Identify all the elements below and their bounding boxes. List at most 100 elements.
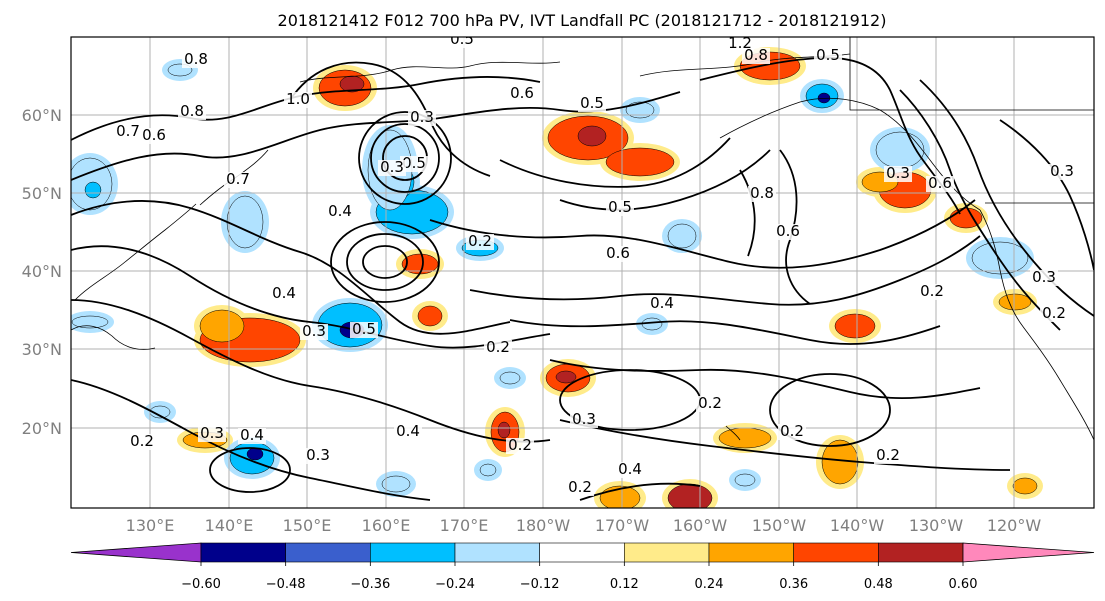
figure-title: 2018121412 F012 700 hPa PV, IVT Landfall… [278,11,887,30]
contour-label-bg [198,426,226,442]
contour-label-bg [408,110,436,126]
contour-value-label: 0.3 [306,446,330,464]
colorbar-segment [285,542,371,563]
contour-label-bg [448,37,476,48]
colorbar-tick-label: −0.12 [520,577,560,592]
longitude-tick-label: 140°W [830,516,885,535]
contour-label-bg [814,48,842,64]
contour-value-label: 0.2 [508,436,532,454]
contour-value-label: 0.3 [1032,268,1056,286]
contour-label-bg [742,48,770,64]
colorbar-tick-label: 0.12 [610,577,639,592]
colorbar-segment [878,542,964,563]
pv-contour [999,119,1094,271]
contour-label-bg [484,340,512,356]
longitude-tick-label: 120°W [987,516,1042,535]
negative-anomaly-area [71,315,109,329]
contour-label-bg [884,166,912,182]
contour-label-bg [238,428,266,444]
latitude-tick-label: 40°N [22,262,62,281]
pv-contour [899,89,1061,331]
contour-label-bg [748,186,776,202]
coastline-siberia [299,61,561,83]
contour-label-bg [270,286,298,302]
contour-value-label: 0.5 [402,154,426,172]
pv-contour [429,199,976,269]
longitude-tick-label: 150°E [283,516,332,535]
positive-anomaly-area [998,293,1032,311]
contour-label-bg [578,96,606,112]
contour-value-label: 0.5 [816,46,840,64]
pv-contour-closed [346,233,424,291]
contour-label-bg [300,324,328,340]
latitude-tick-label: 20°N [22,419,62,438]
contour-label-bg [616,462,644,478]
pv-contour [509,319,941,345]
contour-value-label: 0.5 [450,30,474,48]
pv-contour [699,56,961,215]
contour-label-bg [778,424,806,440]
contour-label-bg [466,234,494,250]
map-frame [70,36,1095,509]
contour-value-label: 0.4 [240,426,264,444]
contour-label-bg [326,204,354,220]
contour-label-bg [128,434,156,450]
longitude-tick-label: 130°W [909,516,964,535]
colorbar-segment [370,542,456,563]
pv-contour-closed [209,447,291,493]
longitude-labels: 130°E 140°E 150°E 160°E 170°E 180°W 170°W 160°W… [126,516,1042,535]
contour-value-label: 0.3 [380,158,404,176]
contour-value-label: 0.8 [184,50,208,68]
longitude-tick-label: 150°W [752,516,807,535]
contour-value-label: 1.0 [286,90,310,108]
contour-value-label: 0.4 [328,202,352,220]
latitude-labels: 60°N 50°N 40°N 30°N 20°N [22,106,62,438]
colorbar-tick-label: 0.48 [864,577,893,592]
contour-value-label: 0.4 [272,284,296,302]
coastline-hawaii [725,425,741,441]
pv-contour-closed [358,111,452,205]
pv-contour [559,149,771,211]
positive-anomaly-area [577,125,607,147]
contour-label-bg [918,284,946,300]
coastline-japan [71,325,156,350]
contour-label-bg [508,86,536,102]
colorbar-tick-label: 0.36 [779,577,808,592]
positive-anomaly-area [555,370,577,384]
coastline-asia [74,203,197,301]
contour-value-label: 0.3 [302,322,326,340]
latitude-tick-label: 60°N [22,106,62,125]
contour-label-bg [606,200,634,216]
contour-label-bg [926,176,954,192]
pv-contour [71,200,511,335]
negative-anomaly-area [479,463,497,477]
contour-value-label: 0.5 [580,94,604,112]
contour-label-bg [1040,306,1068,322]
positive-anomaly-area [605,147,675,177]
contour-value-label: 0.2 [486,338,510,356]
pv-contour [469,235,981,306]
contour-labels: 0.5 1.20.8 0.50.80.60.51.00.8 0.30.7 0.60.70… [114,30,1076,496]
contour-value-label: 0.6 [142,126,166,144]
negative-anomaly-area [625,101,655,119]
negative-anomaly-area [226,195,264,249]
contour-label-bg [506,438,534,454]
anomaly-shading [71,47,1043,508]
contour-value-label: 0.2 [920,282,944,300]
colorbar-segment [708,542,794,563]
contour-value-label: 0.4 [396,422,420,440]
contour-value-label: 0.6 [928,174,952,192]
contour-label-bg [566,480,594,496]
negative-anomaly-area [667,223,697,249]
contour-label-bg [648,296,676,312]
contour-value-label: 0.2 [130,432,154,450]
pv-contour [559,419,1011,471]
longitude-tick-label: 170°E [440,516,489,535]
contour-value-label: 0.4 [618,460,642,478]
pv-contour-closed [769,373,891,447]
contour-label-bg [1030,270,1058,286]
colorbar-segment [200,542,286,563]
latitude-tick-label: 30°N [22,340,62,359]
colorbar-tick-label: −0.60 [181,577,221,592]
positive-anomaly-area [718,427,772,449]
